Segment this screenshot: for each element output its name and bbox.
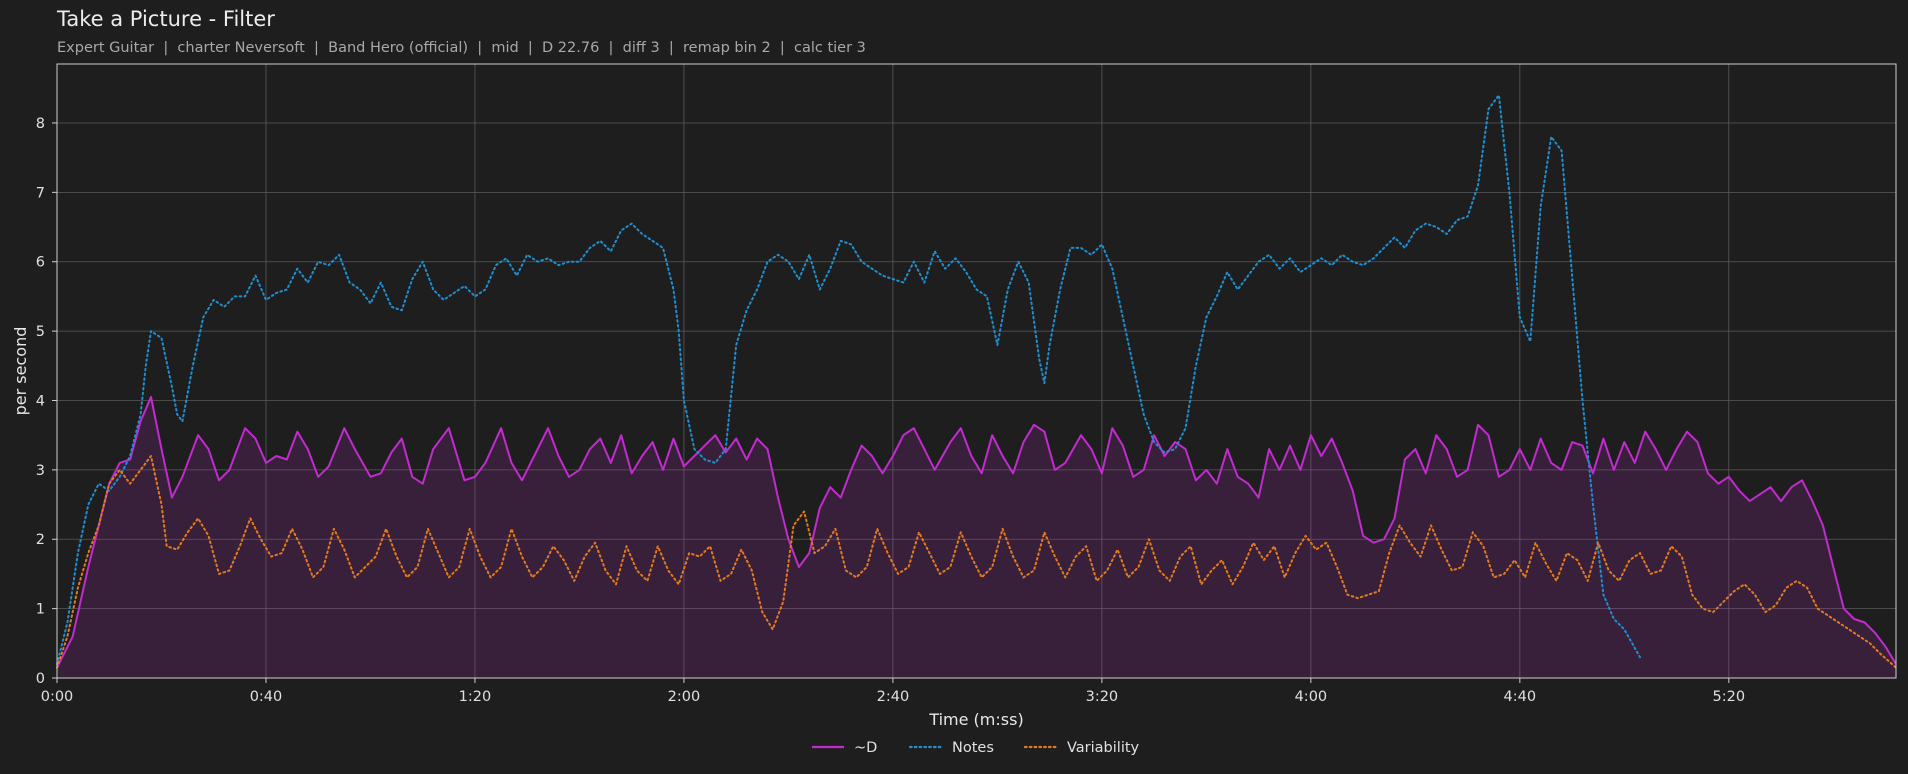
legend: ~D Notes Variability	[812, 740, 1140, 756]
x-tick-label: 4:40	[1504, 689, 1537, 705]
x-tick-label: 5:20	[1713, 689, 1746, 705]
plot-frame	[56, 63, 1897, 679]
y-tick-label: 0	[36, 671, 45, 687]
x-tick-label: 0:40	[250, 689, 283, 705]
legend-label-1: Notes	[952, 740, 994, 756]
legend-label-0: ~D	[854, 740, 877, 756]
y-tick-label: 6	[36, 255, 45, 271]
y-tick-label: 1	[36, 602, 45, 618]
x-tick-label: 2:00	[668, 689, 701, 705]
series-fill-0	[57, 397, 1896, 678]
x-tick-label: 0:00	[41, 689, 74, 705]
chart-title: Take a Picture - Filter	[57, 7, 275, 31]
y-tick-label: 4	[36, 393, 45, 409]
y-tick-label: 8	[36, 116, 45, 132]
y-tick-label: 5	[36, 324, 45, 340]
y-axis-label: per second	[11, 327, 30, 416]
series-lines	[56, 94, 1897, 669]
y-tick-label: 3	[36, 463, 45, 479]
y-tick-label: 2	[36, 532, 45, 548]
series-line-2	[56, 455, 1897, 669]
legend-label-2: Variability	[1067, 740, 1140, 756]
chart-subtitle: Expert Guitar | charter Neversoft | Band…	[57, 40, 866, 56]
y-tick-label: 7	[36, 185, 45, 201]
series-fills	[57, 397, 1896, 678]
x-tick-label: 4:00	[1295, 689, 1328, 705]
series-line-0	[56, 396, 1897, 669]
x-axis-label: Time (m:ss)	[928, 710, 1023, 729]
y-axis-ticks: 0 1 2 3 4 5 6 7 8	[36, 116, 57, 687]
x-tick-label: 3:20	[1086, 689, 1119, 705]
x-tick-label: 1:20	[459, 689, 492, 705]
series-line-1	[56, 94, 1641, 666]
x-axis-ticks: 0:00 0:40 1:20 2:00 2:40 3:20 4:00 4:40 5:20	[41, 678, 1745, 705]
x-tick-label: 2:40	[877, 689, 910, 705]
